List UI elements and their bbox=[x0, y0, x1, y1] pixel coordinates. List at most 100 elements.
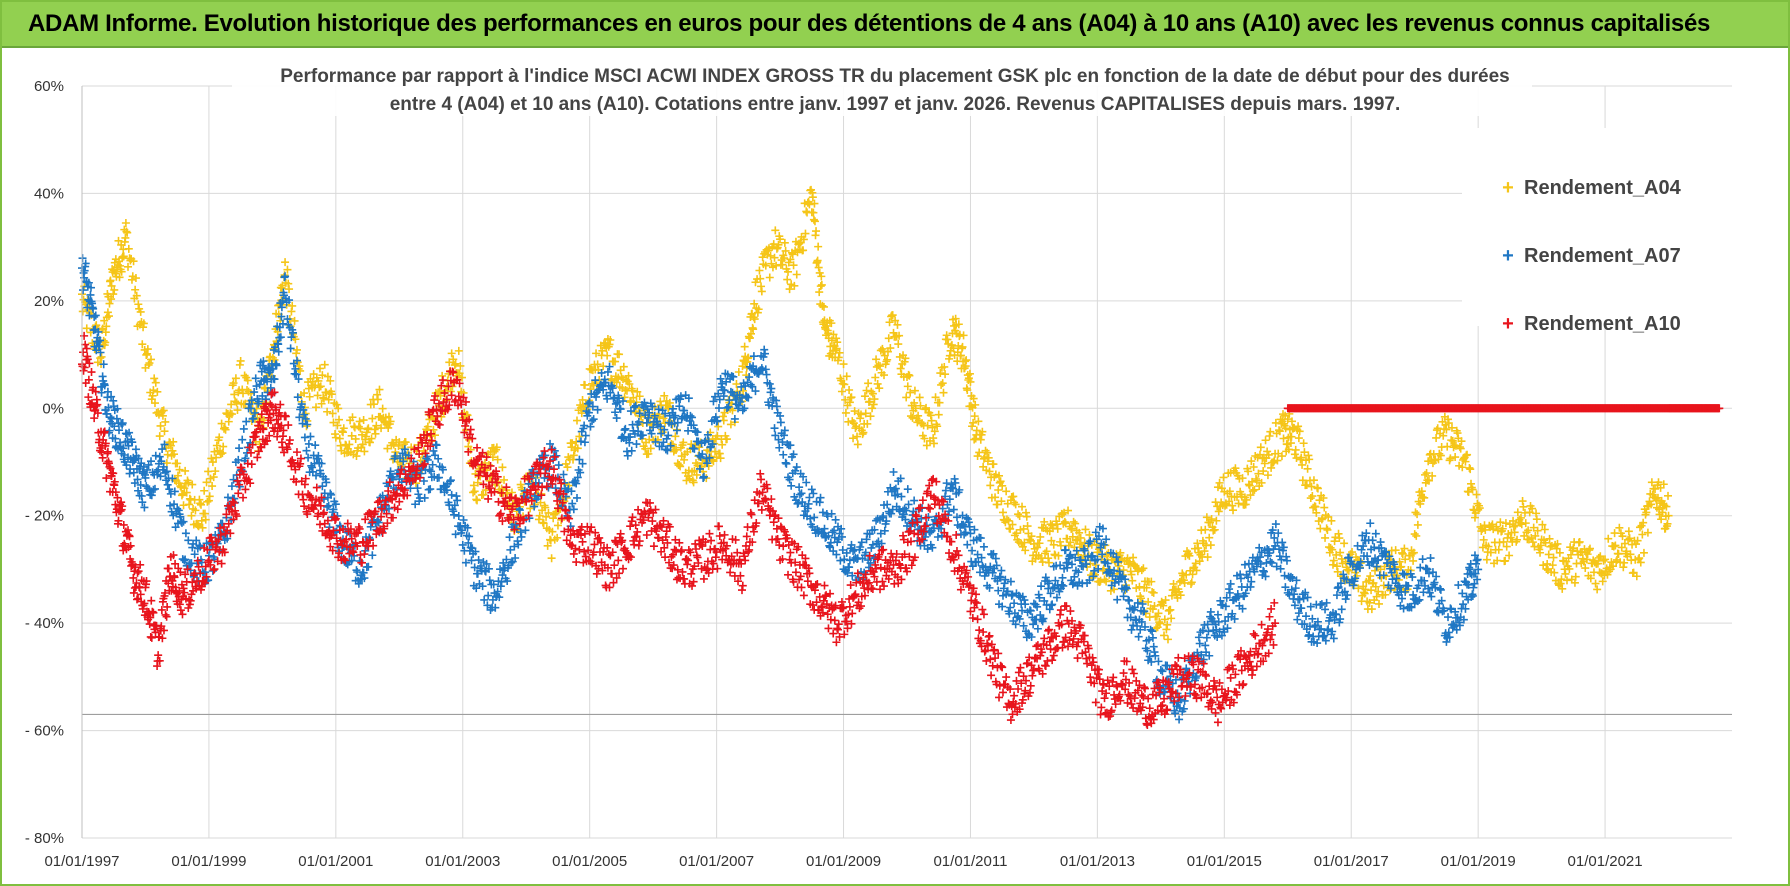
data-point bbox=[627, 446, 636, 455]
data-point bbox=[810, 199, 819, 208]
data-point bbox=[568, 439, 577, 448]
data-point bbox=[603, 351, 612, 360]
data-point bbox=[473, 478, 482, 487]
data-point bbox=[1261, 436, 1270, 445]
data-point bbox=[860, 392, 869, 401]
data-point bbox=[1412, 531, 1421, 540]
data-point bbox=[569, 549, 578, 558]
data-point bbox=[1166, 605, 1175, 614]
data-point bbox=[281, 412, 290, 421]
data-point bbox=[595, 533, 604, 542]
data-point bbox=[493, 455, 502, 464]
data-point bbox=[817, 280, 826, 289]
data-point bbox=[447, 490, 456, 499]
data-point bbox=[718, 440, 727, 449]
data-point bbox=[151, 378, 160, 387]
data-point bbox=[78, 307, 87, 316]
data-point bbox=[100, 427, 109, 436]
data-point bbox=[360, 447, 369, 456]
data-point bbox=[526, 504, 535, 513]
data-point bbox=[180, 484, 189, 493]
data-point bbox=[1639, 548, 1648, 557]
data-point bbox=[369, 400, 378, 409]
data-point bbox=[101, 338, 110, 347]
data-point bbox=[253, 453, 262, 462]
data-point bbox=[210, 565, 219, 574]
data-point bbox=[660, 391, 669, 400]
data-point bbox=[1006, 577, 1015, 586]
data-point bbox=[121, 233, 130, 242]
data-point bbox=[1069, 517, 1078, 526]
data-point bbox=[118, 419, 127, 428]
data-point bbox=[98, 453, 107, 462]
data-point bbox=[687, 569, 696, 578]
data-point bbox=[270, 355, 279, 364]
data-point bbox=[121, 219, 130, 228]
data-point bbox=[315, 364, 324, 373]
data-point bbox=[223, 493, 232, 502]
data-point bbox=[544, 508, 553, 517]
data-point bbox=[606, 335, 615, 344]
data-point bbox=[867, 387, 876, 396]
data-point bbox=[1250, 485, 1259, 494]
data-point bbox=[734, 367, 743, 376]
data-point bbox=[783, 275, 792, 284]
data-point bbox=[672, 426, 681, 435]
data-point bbox=[324, 501, 333, 510]
data-point bbox=[1468, 591, 1477, 600]
data-point bbox=[987, 550, 996, 559]
data-point bbox=[388, 513, 397, 522]
data-point bbox=[79, 348, 88, 357]
data-point bbox=[809, 489, 818, 498]
data-point bbox=[942, 479, 951, 488]
data-point bbox=[1593, 585, 1602, 594]
data-point bbox=[635, 392, 644, 401]
data-point bbox=[612, 414, 621, 423]
data-point bbox=[215, 433, 224, 442]
data-point bbox=[288, 301, 297, 310]
data-point bbox=[779, 450, 788, 459]
data-point bbox=[292, 448, 301, 457]
data-point bbox=[902, 393, 911, 402]
data-point bbox=[1256, 443, 1265, 452]
data-point bbox=[202, 478, 211, 487]
data-point bbox=[1229, 506, 1238, 515]
data-point bbox=[547, 554, 556, 563]
data-point bbox=[625, 380, 634, 389]
data-point bbox=[1501, 556, 1510, 565]
data-point bbox=[791, 568, 800, 577]
data-point bbox=[517, 532, 526, 541]
data-point bbox=[927, 416, 936, 425]
data-point bbox=[546, 536, 555, 545]
data-point bbox=[358, 440, 367, 449]
data-point bbox=[749, 527, 758, 536]
data-point bbox=[889, 468, 898, 477]
data-point bbox=[318, 371, 327, 380]
data-point bbox=[1219, 473, 1228, 482]
data-point bbox=[233, 406, 242, 415]
data-point bbox=[378, 404, 387, 413]
data-point bbox=[809, 208, 818, 217]
data-point bbox=[164, 564, 173, 573]
data-point bbox=[1033, 624, 1042, 633]
data-point bbox=[1226, 579, 1235, 588]
data-point bbox=[845, 386, 854, 395]
data-point bbox=[485, 576, 494, 585]
data-point bbox=[470, 487, 479, 496]
data-point bbox=[541, 503, 550, 512]
data-point bbox=[469, 488, 478, 497]
grid bbox=[81, 85, 1732, 839]
data-point bbox=[767, 495, 776, 504]
data-point bbox=[1413, 520, 1422, 529]
data-point bbox=[153, 387, 162, 396]
data-point bbox=[305, 392, 314, 401]
data-point bbox=[1591, 579, 1600, 588]
data-point bbox=[979, 542, 988, 551]
data-point bbox=[814, 242, 823, 251]
data-point bbox=[239, 424, 248, 433]
data-point bbox=[151, 451, 160, 460]
data-point bbox=[755, 266, 764, 275]
data-point bbox=[1240, 560, 1249, 569]
data-point bbox=[1548, 561, 1557, 570]
data-point bbox=[1624, 527, 1633, 536]
